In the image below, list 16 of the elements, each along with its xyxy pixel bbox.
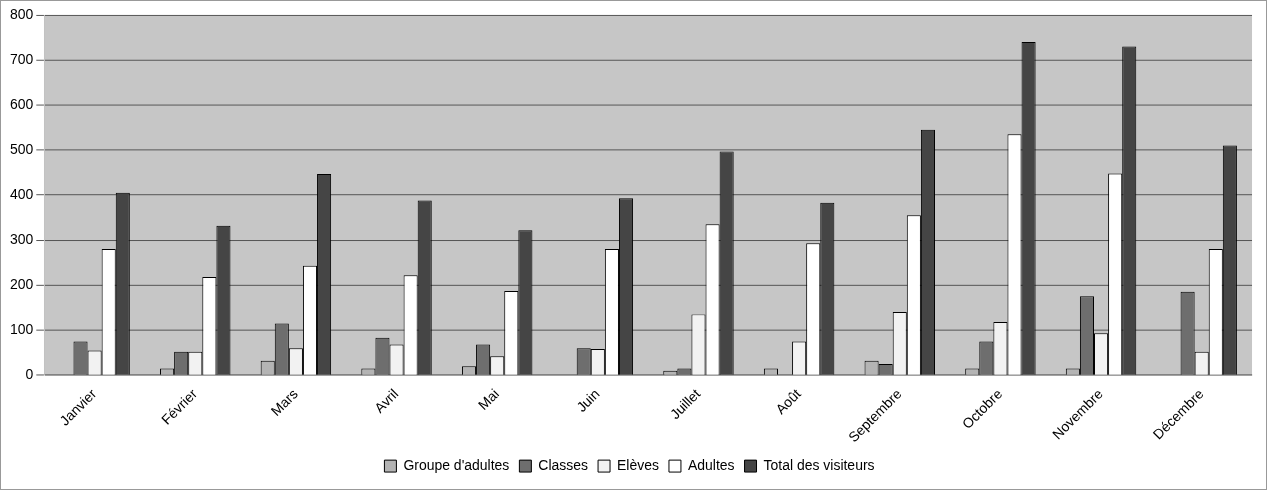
y-tick-label: 700 (10, 50, 34, 67)
y-tick-label: 0 (25, 366, 34, 382)
y-tick-label: 500 (10, 140, 34, 157)
legend-label: Classes (538, 456, 589, 473)
legend-label: Total des visiteurs (763, 456, 875, 473)
y-tick-label: 300 (10, 230, 34, 247)
legend-label: Adultes (687, 456, 735, 473)
legend-label: Groupe d'adultes (403, 456, 510, 473)
y-tick-label: 600 (10, 95, 34, 112)
y-tick-label: 800 (10, 5, 34, 22)
y-tick-label: 200 (10, 275, 34, 292)
legend-label: Elèves (617, 456, 659, 473)
x-tick-label: Mai (474, 385, 503, 413)
x-tick-label: Juin (573, 385, 603, 415)
y-tick-label: 400 (10, 185, 34, 202)
y-tick-label: 100 (10, 321, 34, 337)
